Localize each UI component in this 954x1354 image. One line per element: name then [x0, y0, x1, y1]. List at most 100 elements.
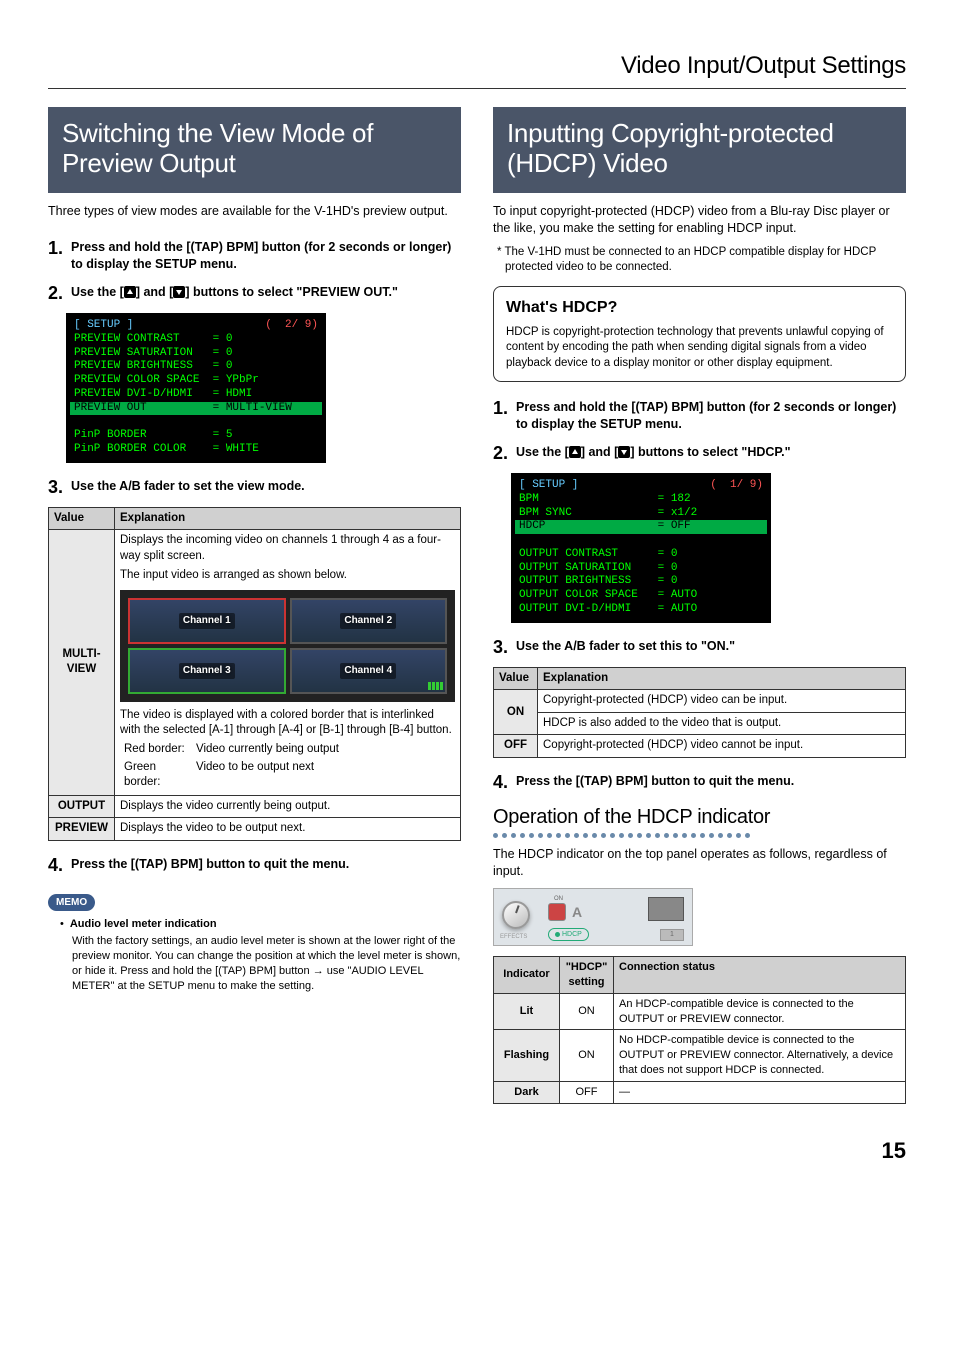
dotted-rule — [493, 833, 906, 838]
knob-icon — [502, 901, 530, 929]
hdcp-indicator-heading: Operation of the HDCP indicator — [493, 804, 906, 831]
table-cell: OFF — [560, 1081, 614, 1103]
step-body: Use the A/B fader to set the view mode. — [71, 475, 305, 495]
on-label: ON — [554, 895, 563, 903]
left-step-1: 1. Press and hold the [(TAP) BPM] button… — [48, 236, 461, 273]
memo-body-text: With the factory settings, an audio leve… — [60, 934, 461, 993]
text-fragment: ] and [ — [581, 445, 619, 459]
table-explanation-cell: Copyright-protected (HDCP) video cannot … — [538, 735, 906, 758]
a-letter: A — [572, 903, 582, 922]
channel-cell-2: Channel 2 — [290, 598, 448, 644]
memo-title: Audio level meter indication — [70, 917, 217, 932]
step-body: Press and hold the [(TAP) BPM] button (f… — [516, 396, 906, 433]
table-cell: — — [614, 1081, 906, 1103]
table-value-cell: ON — [494, 690, 538, 735]
text-fragment: Use the [ — [71, 285, 124, 299]
table-value-cell: PREVIEW — [49, 818, 115, 841]
step-number: 2. — [493, 441, 508, 465]
callout-body: HDCP is copyright-protection technology … — [506, 325, 893, 372]
step-number: 4. — [493, 770, 508, 794]
effects-label: EFFECTS — [500, 933, 527, 941]
indicator-table: Indicator "HDCP" setting Connection stat… — [493, 956, 906, 1104]
memo-badge: MEMO — [48, 894, 95, 912]
step-number: 2. — [48, 281, 63, 305]
channel-label: Channel 1 — [179, 613, 235, 629]
channel-label: Channel 2 — [340, 613, 396, 629]
text-fragment: ] and [ — [136, 285, 174, 299]
right-intro: To input copyright-protected (HDCP) vide… — [493, 203, 906, 237]
channel-cell-1: Channel 1 — [128, 598, 286, 644]
page-header: Video Input/Output Settings — [48, 50, 906, 89]
channel-label: Channel 3 — [179, 663, 235, 679]
channel-cell-3: Channel 3 — [128, 648, 286, 694]
table-header: Explanation — [538, 667, 906, 690]
panel-photo: ON A EFFECTS HDCP 1 — [493, 888, 693, 946]
table-header: "HDCP" setting — [560, 957, 614, 994]
text: The input video is arranged as shown bel… — [120, 568, 455, 584]
left-section-title: Switching the View Mode of Preview Outpu… — [48, 107, 461, 193]
number-box: 1 — [660, 929, 684, 941]
left-step-3: 3. Use the A/B fader to set the view mod… — [48, 475, 461, 499]
step-number: 4. — [48, 853, 63, 877]
text-fragment: ] buttons to select "HDCP." — [630, 445, 790, 459]
screen-thumb-icon — [648, 897, 684, 921]
step-number: 3. — [493, 635, 508, 659]
right-section-title: Inputting Copyright-protected (HDCP) Vid… — [493, 107, 906, 193]
setup-menu-screenshot-preview: [ SETUP ]( 2/ 9) PREVIEW CONTRAST = 0 PR… — [66, 313, 326, 463]
right-step-2: 2. Use the [ ] and [ ] buttons to select "… — [493, 441, 906, 465]
left-intro: Three types of view modes are available … — [48, 203, 461, 220]
step-number: 1. — [493, 396, 508, 420]
legend-text: Video to be output next — [192, 759, 455, 792]
right-step-1: 1. Press and hold the [(TAP) BPM] button… — [493, 396, 906, 433]
text: Displays the incoming video on channels … — [120, 533, 455, 564]
callout-title: What's HDCP? — [506, 297, 893, 319]
left-step-2: 2. Use the [ ] and [ ] buttons to select "… — [48, 281, 461, 305]
right-column: Inputting Copyright-protected (HDCP) Vid… — [493, 107, 906, 1115]
table-cell: An HDCP-compatible device is connected t… — [614, 993, 906, 1030]
table-header: Connection status — [614, 957, 906, 994]
left-column: Switching the View Mode of Preview Outpu… — [48, 107, 461, 1115]
table-value-cell: Dark — [494, 1081, 560, 1103]
table-header: Value — [494, 667, 538, 690]
bullet-icon: • — [60, 917, 64, 932]
table-cell: No HDCP-compatible device is connected t… — [614, 1030, 906, 1082]
table-value-cell: Lit — [494, 993, 560, 1030]
table-value-cell: Flashing — [494, 1030, 560, 1082]
table-header: Value — [49, 507, 115, 530]
a-button-icon — [548, 903, 566, 921]
page-number: 15 — [48, 1136, 906, 1166]
legend-label: Red border: — [120, 741, 192, 759]
left-step-4: 4. Press the [(TAP) BPM] button to quit … — [48, 853, 461, 877]
step-body: Use the A/B fader to set this to "ON." — [516, 635, 735, 655]
step-body: Use the [ ] and [ ] buttons to select "PRE… — [71, 281, 398, 301]
view-mode-table: Value Explanation MULTI-VIEW Displays th… — [48, 507, 461, 841]
hdcp-callout: What's HDCP? HDCP is copyright-protectio… — [493, 286, 906, 382]
step-body: Press and hold the [(TAP) BPM] button (f… — [71, 236, 461, 273]
step-number: 1. — [48, 236, 63, 260]
table-cell: ON — [560, 993, 614, 1030]
level-meter-icon — [428, 682, 443, 690]
channel-label: Channel 4 — [340, 663, 396, 679]
table-explanation-cell: Displays the incoming video on channels … — [115, 530, 461, 795]
table-explanation-cell: Displays the video currently being outpu… — [115, 795, 461, 818]
table-explanation-cell: Displays the video to be output next. — [115, 818, 461, 841]
table-explanation-cell: Copyright-protected (HDCP) video can be … — [538, 690, 906, 713]
legend-label: Green border: — [120, 759, 192, 792]
up-arrow-icon — [124, 286, 136, 298]
table-value-cell: MULTI-VIEW — [49, 530, 115, 795]
step-body: Press the [(TAP) BPM] button to quit the… — [71, 853, 349, 873]
right-step-4: 4. Press the [(TAP) BPM] button to quit … — [493, 770, 906, 794]
step-body: Use the [ ] and [ ] buttons to select "HDC… — [516, 441, 791, 461]
hdcp-on-off-table: Value Explanation ON Copyright-protected… — [493, 667, 906, 758]
footnote: * The V-1HD must be connected to an HDCP… — [493, 245, 906, 276]
hdcp-indicator-intro: The HDCP indicator on the top panel oper… — [493, 846, 906, 880]
channel-cell-4: Channel 4 — [290, 648, 448, 694]
text-fragment: ] buttons to select "PREVIEW OUT." — [185, 285, 398, 299]
hdcp-badge-text: HDCP — [562, 930, 582, 939]
text-fragment: Use the [ — [516, 445, 569, 459]
down-arrow-icon — [618, 446, 630, 458]
setup-menu-screenshot-hdcp: [ SETUP ]( 1/ 9) BPM = 182 BPM SYNC = x1… — [511, 473, 771, 623]
down-arrow-icon — [173, 286, 185, 298]
memo-block: MEMO • Audio level meter indication With … — [48, 893, 461, 994]
table-header: Indicator — [494, 957, 560, 994]
